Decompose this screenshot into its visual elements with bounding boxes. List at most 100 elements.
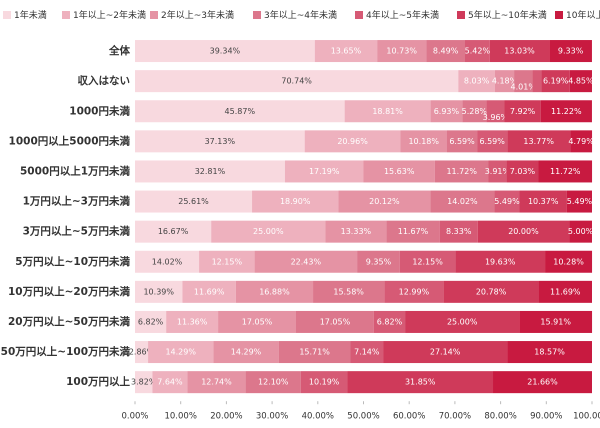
value-label: 14.29% (231, 348, 262, 357)
bar-segment (344, 100, 431, 123)
value-label: 10.19% (309, 378, 340, 387)
value-label: 11.72% (550, 167, 581, 176)
y-tick-label: 3万円以上~5万円未満 (23, 225, 131, 238)
bar-segment (135, 280, 183, 303)
bar-segment (514, 70, 533, 93)
value-label: 12.10% (258, 378, 289, 387)
value-label: 19.63% (485, 257, 516, 266)
bar-segment (296, 310, 374, 333)
bar-segment (489, 40, 550, 63)
value-label: 10.37% (528, 197, 559, 206)
legend-label: 3年以上~4年未満 (264, 9, 337, 21)
bar-segment (213, 341, 279, 364)
value-label: 10.18% (408, 137, 439, 146)
bar-segment (187, 371, 246, 394)
legend-swatch (62, 11, 70, 19)
value-label: 15.71% (299, 348, 330, 357)
legend-label: 4年以上~5年未満 (366, 9, 439, 21)
value-label: 17.19% (309, 167, 340, 176)
value-label: 13.33% (341, 227, 372, 236)
bar-segment (135, 310, 167, 333)
bar-segment (477, 220, 570, 243)
x-tick-label: 100.00% (573, 412, 600, 422)
value-label: 16.88% (259, 287, 290, 296)
value-label: 13.77% (523, 137, 554, 146)
value-label: 11.22% (551, 107, 582, 116)
value-label: 14.02% (152, 257, 183, 266)
bar-segment (540, 100, 592, 123)
bar-segment (135, 70, 459, 93)
bar-segment (135, 220, 212, 243)
bar-segment (377, 40, 427, 63)
bar-segment (430, 190, 495, 213)
bar-segment (313, 280, 385, 303)
value-label: 6.59% (449, 137, 475, 146)
bar-segment (135, 341, 149, 364)
value-label: 21.66% (527, 378, 558, 387)
bar-segment (538, 280, 592, 303)
bar-segment (439, 220, 478, 243)
value-label: 11.69% (550, 287, 581, 296)
value-label: 18.90% (280, 197, 311, 206)
bar-segment (569, 220, 592, 243)
bar-segment (519, 190, 567, 213)
x-tick-label: 0.00% (121, 412, 148, 422)
value-label: 4.01% (511, 83, 537, 92)
x-tick-label: 70.00% (439, 412, 471, 422)
bar-segment (532, 70, 542, 93)
legend-label: 1年以上~2年未満 (73, 9, 146, 21)
value-label: 5.42% (465, 47, 491, 56)
value-label: 4.18% (492, 77, 518, 86)
value-label: 70.74% (281, 77, 312, 86)
bar-segment (357, 250, 400, 273)
value-label: 13.03% (504, 47, 535, 56)
bar-segment (284, 160, 364, 183)
bar-segment (350, 341, 384, 364)
y-tick-label: 100万円以上 (66, 375, 130, 388)
value-label: 11.36% (177, 317, 208, 326)
bar-segment (506, 160, 539, 183)
value-label: 39.34% (210, 47, 241, 56)
x-tick-label: 10.00% (164, 412, 196, 422)
x-tick-label: 80.00% (484, 412, 516, 422)
value-label: 16.67% (158, 227, 189, 236)
bar-segment (545, 250, 593, 273)
value-label: 6.59% (479, 137, 505, 146)
bar-segment (569, 70, 592, 93)
value-label: 7.14% (354, 348, 380, 357)
value-label: 11.67% (398, 227, 429, 236)
value-label: 6.82% (138, 317, 164, 326)
value-label: 18.81% (372, 107, 403, 116)
bar-segment (570, 130, 593, 153)
bar-segment (325, 220, 387, 243)
value-label: 3.91% (485, 167, 511, 176)
bar-segment (426, 40, 465, 63)
value-label: 10.28% (553, 257, 584, 266)
bar-segment (430, 100, 463, 123)
y-tick-label: 1000円以上5000円未満 (9, 134, 131, 147)
bar-segment (135, 250, 200, 273)
value-label: 9.35% (366, 257, 392, 266)
bar-segment (446, 130, 478, 153)
value-label: 8.49% (433, 47, 459, 56)
value-label: 18.57% (534, 348, 565, 357)
value-label: 12.15% (212, 257, 243, 266)
value-label: 22.43% (291, 257, 322, 266)
value-label: 6.19% (543, 77, 569, 86)
bar-segment (166, 310, 219, 333)
bar-segment (135, 371, 153, 394)
value-label: 14.02% (447, 197, 478, 206)
bar-segment (152, 371, 188, 394)
bar-segment (135, 160, 285, 183)
bar-segment (373, 310, 406, 333)
y-tick-label: 10万円以上~20万円未満 (8, 285, 131, 298)
value-label: 25.00% (253, 227, 284, 236)
value-label: 5.00% (568, 227, 594, 236)
legend-swatch (555, 11, 563, 19)
y-tick-label: 収入はない (78, 75, 131, 87)
x-tick-label: 60.00% (393, 412, 425, 422)
value-label: 17.05% (320, 317, 351, 326)
value-label: 8.33% (446, 227, 472, 236)
value-label: 9.33% (558, 47, 584, 56)
